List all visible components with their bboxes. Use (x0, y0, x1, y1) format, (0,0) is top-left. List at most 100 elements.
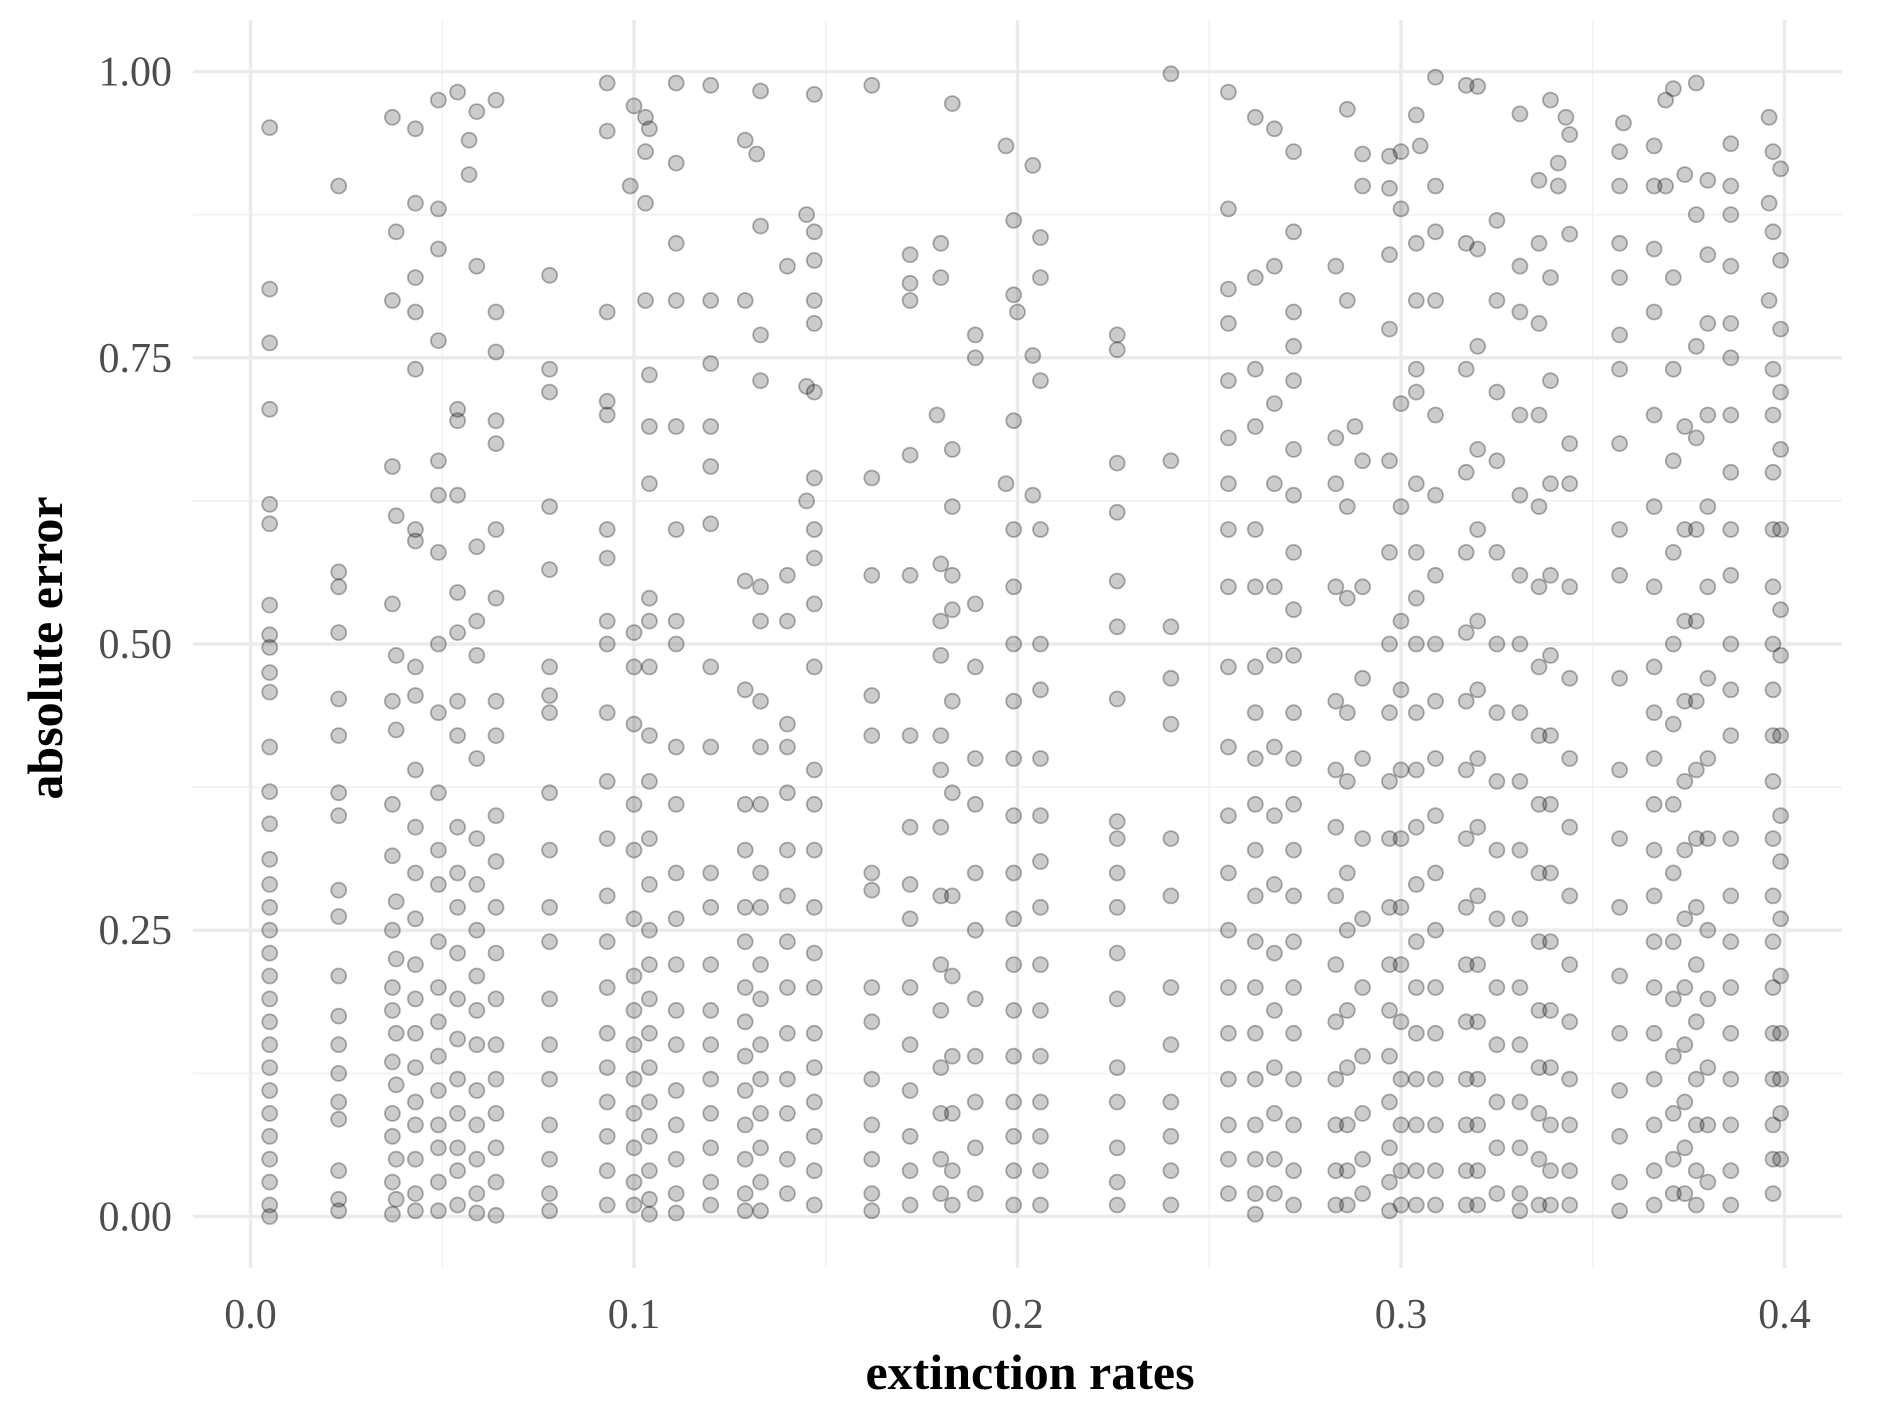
data-point (736, 898, 754, 916)
data-point (1457, 463, 1475, 481)
data-point (901, 292, 919, 309)
data-point (330, 1202, 348, 1220)
data-point (1676, 979, 1694, 996)
data-point (1530, 864, 1548, 882)
data-point (943, 601, 961, 619)
data-point (1676, 1093, 1694, 1111)
data-point (1664, 1105, 1682, 1122)
data-point (702, 956, 720, 973)
data-point (901, 1162, 919, 1180)
data-point (1392, 498, 1410, 516)
data-point (487, 1139, 505, 1157)
data-point (805, 1059, 823, 1076)
data-point (460, 166, 478, 184)
data-point (943, 1196, 961, 1214)
data-point (1032, 635, 1049, 653)
data-point (261, 815, 279, 833)
data-point (1005, 1047, 1023, 1065)
data-point (805, 1024, 823, 1042)
data-point (330, 1007, 348, 1025)
data-point (1511, 635, 1529, 653)
data-point (1032, 1047, 1049, 1065)
data-point (541, 360, 558, 378)
data-point (468, 647, 486, 664)
data-point (1611, 521, 1628, 538)
data-point (1488, 1036, 1506, 1054)
data-point (943, 498, 961, 516)
data-point (487, 898, 505, 916)
data-point (736, 1185, 754, 1202)
data-point (330, 1162, 348, 1180)
data-point (943, 784, 961, 802)
data-point (625, 1070, 643, 1088)
data-point (997, 137, 1015, 155)
data-point (330, 1190, 348, 1208)
data-point (943, 887, 961, 905)
data-point (1427, 807, 1444, 825)
data-point (1561, 475, 1579, 493)
data-point (1407, 1196, 1425, 1214)
data-point (901, 818, 919, 836)
data-point (1354, 578, 1371, 596)
data-point (637, 292, 654, 309)
data-point (1699, 314, 1717, 332)
data-point (1687, 1196, 1705, 1214)
data-point (901, 727, 919, 744)
data-point (598, 1127, 616, 1145)
data-point (1561, 1162, 1579, 1180)
data-point (1561, 750, 1579, 767)
data-point (1664, 933, 1682, 951)
data-point (1687, 612, 1705, 630)
data-point (1542, 372, 1559, 390)
data-point (406, 687, 424, 704)
data-point (1032, 807, 1049, 825)
data-point (1246, 1205, 1264, 1223)
data-point (1246, 979, 1264, 996)
data-point (261, 1150, 279, 1168)
data-point (449, 727, 467, 744)
data-point (1772, 160, 1789, 178)
data-point (598, 549, 616, 567)
data-point (261, 944, 279, 962)
data-point (1542, 647, 1559, 664)
data-point (752, 326, 769, 344)
data-point (261, 1173, 279, 1191)
data-point (487, 1070, 505, 1088)
data-point (1285, 601, 1302, 619)
data-point (1220, 1185, 1237, 1202)
data-point (943, 692, 961, 710)
data-point (261, 850, 279, 868)
data-point (1530, 933, 1548, 951)
data-point (641, 658, 658, 676)
data-point (1108, 503, 1126, 521)
data-point (1338, 1196, 1356, 1214)
data-point (863, 1150, 881, 1168)
data-point (541, 1185, 558, 1202)
data-point (1542, 269, 1559, 287)
data-point (1687, 429, 1705, 447)
data-point (1162, 1093, 1180, 1111)
data-point (1162, 887, 1180, 905)
data-point (429, 1013, 447, 1031)
data-point (1220, 578, 1237, 596)
data-point (1108, 1196, 1126, 1214)
data-point (261, 664, 279, 681)
data-point (1699, 578, 1717, 596)
data-point (1772, 1150, 1789, 1168)
data-point (625, 1196, 643, 1214)
data-point (805, 1127, 823, 1145)
data-point (702, 1002, 720, 1019)
data-point (261, 1036, 279, 1054)
data-point (487, 303, 505, 321)
data-point (1457, 1116, 1475, 1134)
data-point (1427, 1162, 1444, 1180)
data-point (598, 1196, 616, 1214)
data-point (429, 332, 447, 350)
data-point (1220, 200, 1237, 218)
data-point (1162, 1162, 1180, 1180)
data-point (1354, 177, 1371, 195)
data-point (406, 1202, 424, 1220)
data-point (1561, 435, 1579, 453)
data-point (702, 864, 720, 882)
data-point (1457, 1162, 1475, 1180)
